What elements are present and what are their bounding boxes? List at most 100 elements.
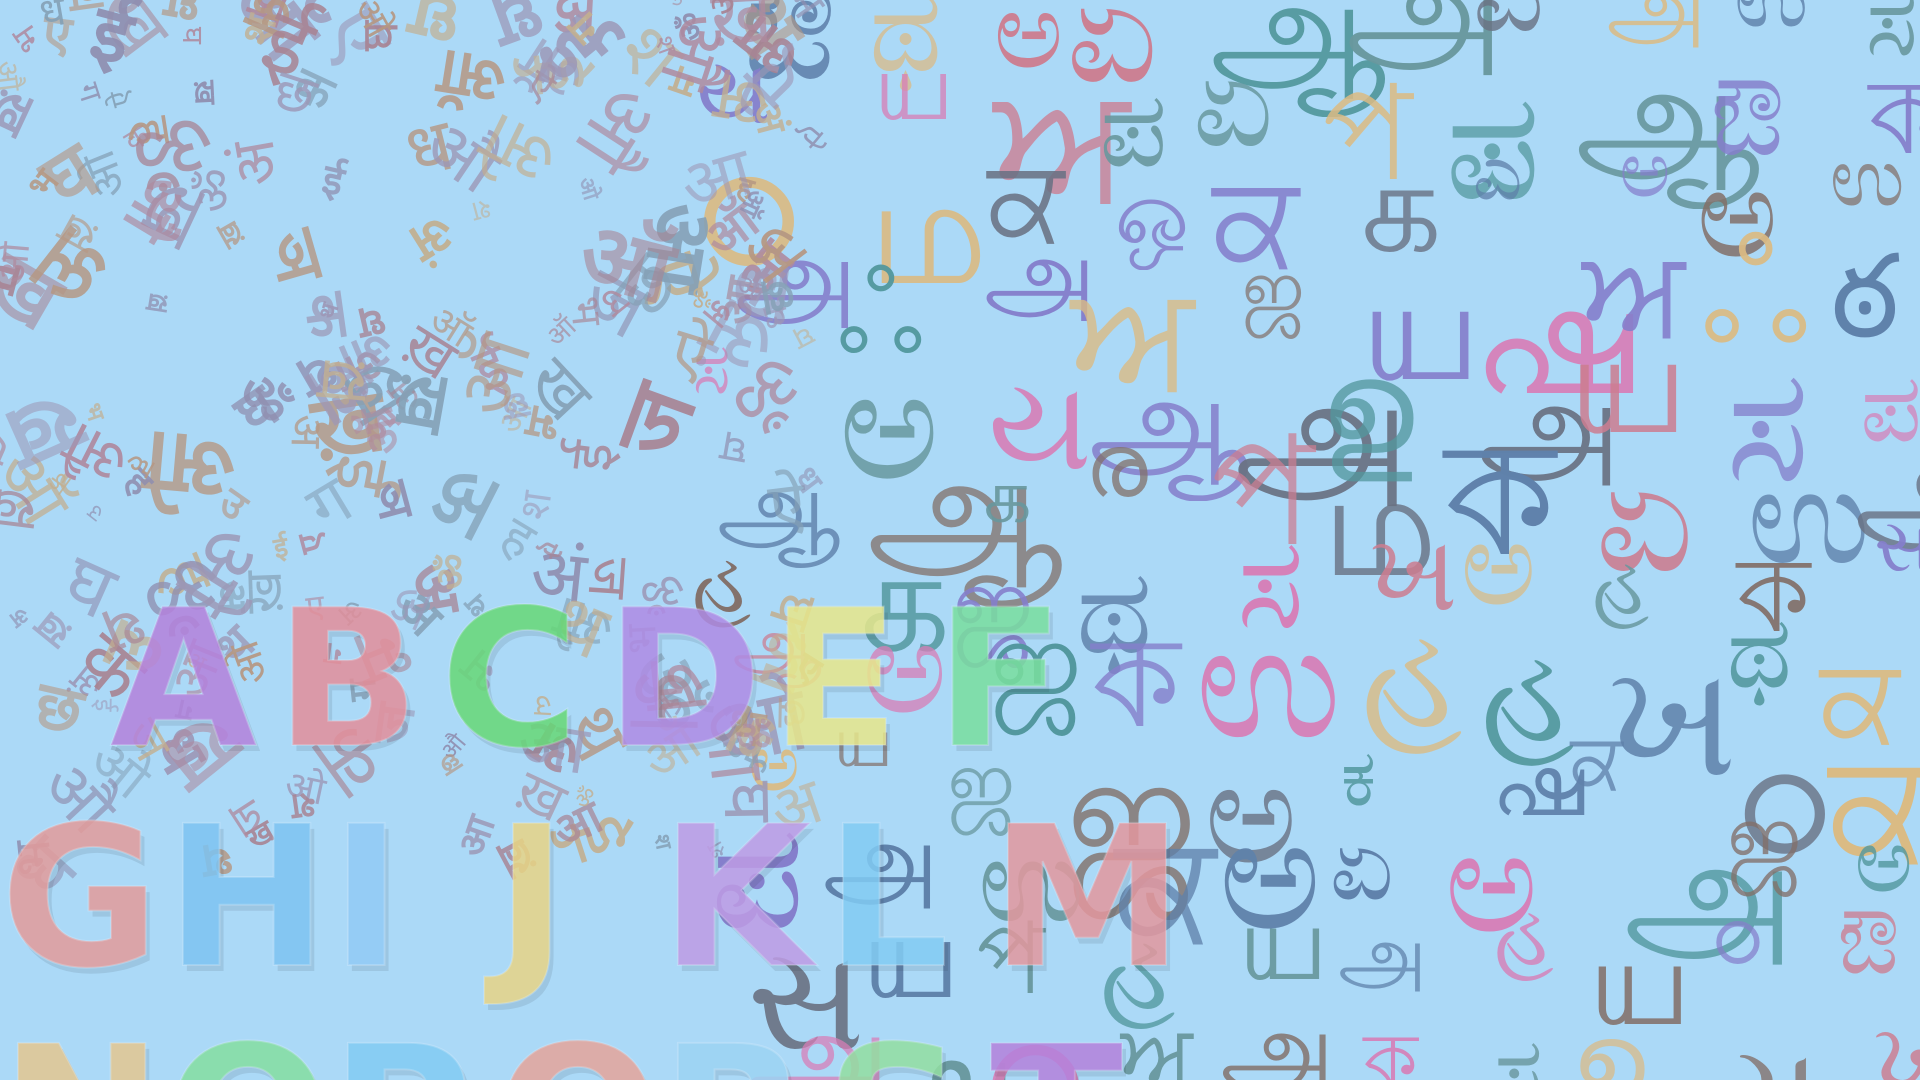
indic-glyph: ય	[987, 350, 1092, 499]
indic-glyph: ര	[1084, 413, 1148, 517]
indic-glyph: ஃ	[1700, 212, 1811, 376]
indic-glyph: ಸ	[1725, 334, 1810, 519]
indic-glyph: ಅ	[1218, 783, 1322, 967]
indic-glyph: ಉ	[977, 814, 1085, 949]
indic-glyph: ம	[868, 146, 989, 320]
indic-glyph: ഠ	[978, 988, 1080, 1080]
indic-glyph: ஜ	[1726, 783, 1803, 889]
indic-glyph: ய	[1568, 303, 1689, 467]
indic-glyph: ਕ	[987, 132, 1065, 265]
indic-glyph: ய	[1238, 882, 1329, 1005]
indic-glyph: ಪ	[1445, 60, 1541, 234]
indic-glyph: প	[1322, 57, 1413, 211]
indic-glyph: હ	[1494, 886, 1554, 985]
indic-glyph: அ	[1338, 908, 1428, 1002]
indic-glyph: ಅ	[1696, 141, 1779, 286]
indic-glyph: ক	[1444, 407, 1556, 593]
indic-glyph: ಅ	[1444, 797, 1539, 965]
indic-glyph: ய	[1360, 250, 1481, 414]
indic-glyph: ಥ	[1076, 541, 1153, 680]
magnet-letter-s: S	[824, 1019, 966, 1080]
indic-glyph: ক	[1363, 1016, 1418, 1080]
indic-glyph: ஆ	[732, 601, 823, 685]
indic-glyph: ಅ	[1619, 124, 1671, 215]
indic-glyph: ಅ	[1460, 496, 1537, 632]
indic-glyph: க	[860, 519, 951, 684]
indic-glyph: ಔ	[1710, 51, 1786, 180]
magnet-letter-j: J	[494, 784, 569, 1011]
magnet-letter-t: T	[989, 1019, 1124, 1080]
indic-glyph: ಪ	[1099, 68, 1168, 192]
indic-glyph: ഉ	[1318, 330, 1414, 485]
indic-glyph: ഷ	[867, 1024, 1005, 1080]
indic-glyph: ஆ	[866, 418, 1065, 601]
indic-glyph: ய	[873, 33, 955, 143]
indic-glyph: સ	[1874, 504, 1920, 590]
devanagari-glyph: ञ	[252, 222, 341, 292]
magnet-letter-p: P	[329, 1019, 474, 1080]
indic-glyph: હ	[1100, 910, 1176, 1034]
devanagari-glyph: ख	[0, 474, 40, 545]
indic-glyph: அ	[1623, 801, 1796, 983]
indic-glyph: ഠ	[1732, 722, 1825, 885]
devanagari-glyph: ऊ	[412, 455, 520, 550]
indic-glyph: ಸ	[692, 326, 731, 410]
indic-glyph: ഠ	[1709, 893, 1760, 982]
indic-glyph: ਅ	[993, 49, 1130, 235]
indic-glyph: ক	[1736, 534, 1811, 657]
indic-glyph: ஆ	[1210, 0, 1388, 112]
indic-glyph: ಎ	[1473, 0, 1545, 48]
indic-glyph: ಅ	[1204, 731, 1298, 897]
indic-glyph: ஆ	[1854, 413, 1920, 561]
indic-glyph: ય	[696, 40, 771, 146]
devanagari-glyph: ग	[69, 78, 109, 107]
indic-glyph: ஜ	[1241, 242, 1306, 332]
devanagari-glyph: औ	[0, 58, 27, 94]
indic-glyph: ખ	[1369, 512, 1458, 637]
devanagari-glyph: ञ	[65, 0, 104, 23]
indic-glyph: ಸ	[1865, 0, 1919, 79]
indic-glyph: ய	[833, 700, 894, 783]
indic-glyph: அ	[734, 212, 858, 342]
indic-glyph: ய	[861, 890, 961, 1025]
indic-glyph: ਕ	[1828, 717, 1920, 894]
indic-glyph: প	[1210, 402, 1315, 580]
devanagari-glyph: अं	[217, 134, 295, 192]
devanagari-glyph: ई	[555, 438, 627, 475]
indic-glyph: હ	[1360, 594, 1463, 762]
indic-glyph: ഷ	[1492, 736, 1585, 835]
indic-glyph: ಉ	[1747, 440, 1871, 595]
indic-glyph: ஜ	[952, 545, 1035, 660]
indic-glyph: ಕ	[1340, 731, 1377, 824]
indic-glyph: அ	[984, 215, 1097, 334]
devanagari-glyph: ऐ	[787, 113, 831, 155]
indic-glyph: ஆ	[746, 978, 911, 1080]
indic-glyph: ખ	[1872, 997, 1920, 1080]
magnet-letter-i: I	[329, 784, 404, 1011]
indic-glyph: அ	[822, 799, 940, 922]
indic-glyph: ഷ	[1472, 257, 1634, 428]
indic-glyph: ಅ	[993, 0, 1064, 92]
indic-glyph: સ	[747, 915, 865, 1080]
indic-glyph: ఠ	[1830, 229, 1900, 364]
indic-glyph: ಉ	[1734, 0, 1808, 39]
magnet-letter-b: B	[274, 569, 421, 790]
magnet-letter-k: K	[659, 784, 812, 1011]
magnet-letter-o: O	[164, 1019, 332, 1080]
devanagari-glyph: अं	[398, 200, 466, 275]
indic-glyph: அ	[1234, 339, 1411, 525]
indic-glyph: ಏ	[1066, 0, 1159, 116]
indic-glyph: ಸ	[1236, 508, 1305, 657]
devanagari-glyph: ख़	[378, 368, 467, 438]
indic-glyph: ಉ	[1195, 590, 1342, 775]
magnet-letter-f: F	[934, 569, 1066, 790]
indic-glyph: સ	[1717, 1028, 1821, 1080]
indic-glyph: ഠ	[690, 118, 794, 301]
indic-glyph: ಏ	[1594, 428, 1695, 608]
indic-glyph: ਅ	[1070, 250, 1195, 419]
indic-glyph: ಸ	[1493, 1017, 1543, 1080]
indic-glyph: ಎ	[1472, 128, 1523, 218]
devanagari-glyph: छ	[28, 666, 90, 750]
indic-glyph: ஒ	[1114, 160, 1190, 265]
